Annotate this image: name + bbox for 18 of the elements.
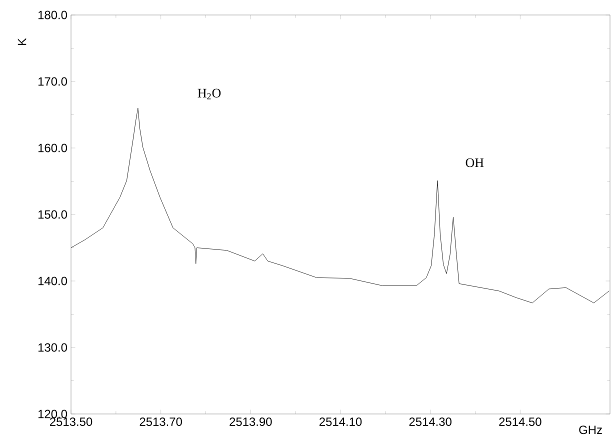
x-tick-label: 2514.30 xyxy=(409,418,452,426)
y-axis-title: K xyxy=(18,38,26,45)
y-tick-label: 180.0 xyxy=(38,10,68,20)
x-tick-label: 2513.50 xyxy=(50,418,92,426)
y-tick-label: 140.0 xyxy=(38,276,68,286)
x-tick-label: 2513.90 xyxy=(230,418,272,426)
annotation: OH xyxy=(466,158,484,168)
y-tick-label: 120.0 xyxy=(38,410,68,418)
x-tick-label: 2514.10 xyxy=(319,418,362,426)
y-tick-label: 160.0 xyxy=(38,144,68,152)
x-axis-title: GHz xyxy=(579,426,602,434)
y-tick-label: 170.0 xyxy=(38,77,68,86)
y-tick-label: 150.0 xyxy=(38,210,68,219)
x-tick-label: 2514.50 xyxy=(499,418,542,426)
annotation: H$_{2}$O xyxy=(198,88,221,100)
x-tick-label: 2513.70 xyxy=(140,418,182,426)
y-tick-label: 130.0 xyxy=(38,343,68,352)
line-series xyxy=(70,108,610,304)
